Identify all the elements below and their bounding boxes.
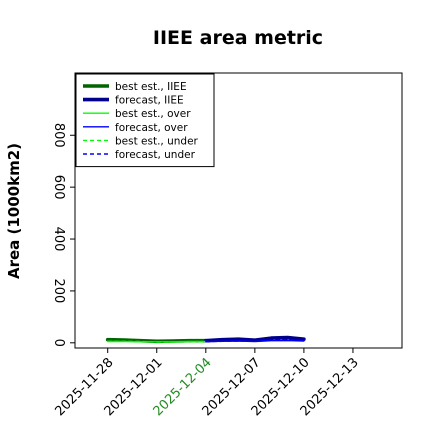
series-line-1 [204, 335, 306, 343]
legend-label-0: best est., IIEE [115, 81, 187, 93]
y-tick-label-2: 400 [51, 227, 66, 252]
plot-area [105, 335, 306, 344]
chart-title: IIEE area metric [153, 27, 323, 49]
y-tick-label-3: 600 [51, 175, 66, 200]
legend-label-3: forecast, over [115, 122, 188, 134]
legend-label-2: best est., over [115, 108, 191, 120]
y-tick-label-1: 200 [51, 279, 66, 304]
y-tick-label-4: 800 [51, 123, 66, 148]
y-axis-label: Area (1000km2) [5, 143, 23, 279]
legend-label-4: best est., under [115, 135, 199, 147]
series-line-4 [106, 340, 207, 343]
plot-frame [74, 72, 403, 349]
legend-label-5: forecast, under [115, 149, 196, 161]
legend-label-1: forecast, IIEE [115, 95, 184, 107]
legend-box [75, 73, 215, 168]
y-tick-label-0: 0 [51, 339, 66, 347]
series-line-5 [205, 339, 305, 343]
